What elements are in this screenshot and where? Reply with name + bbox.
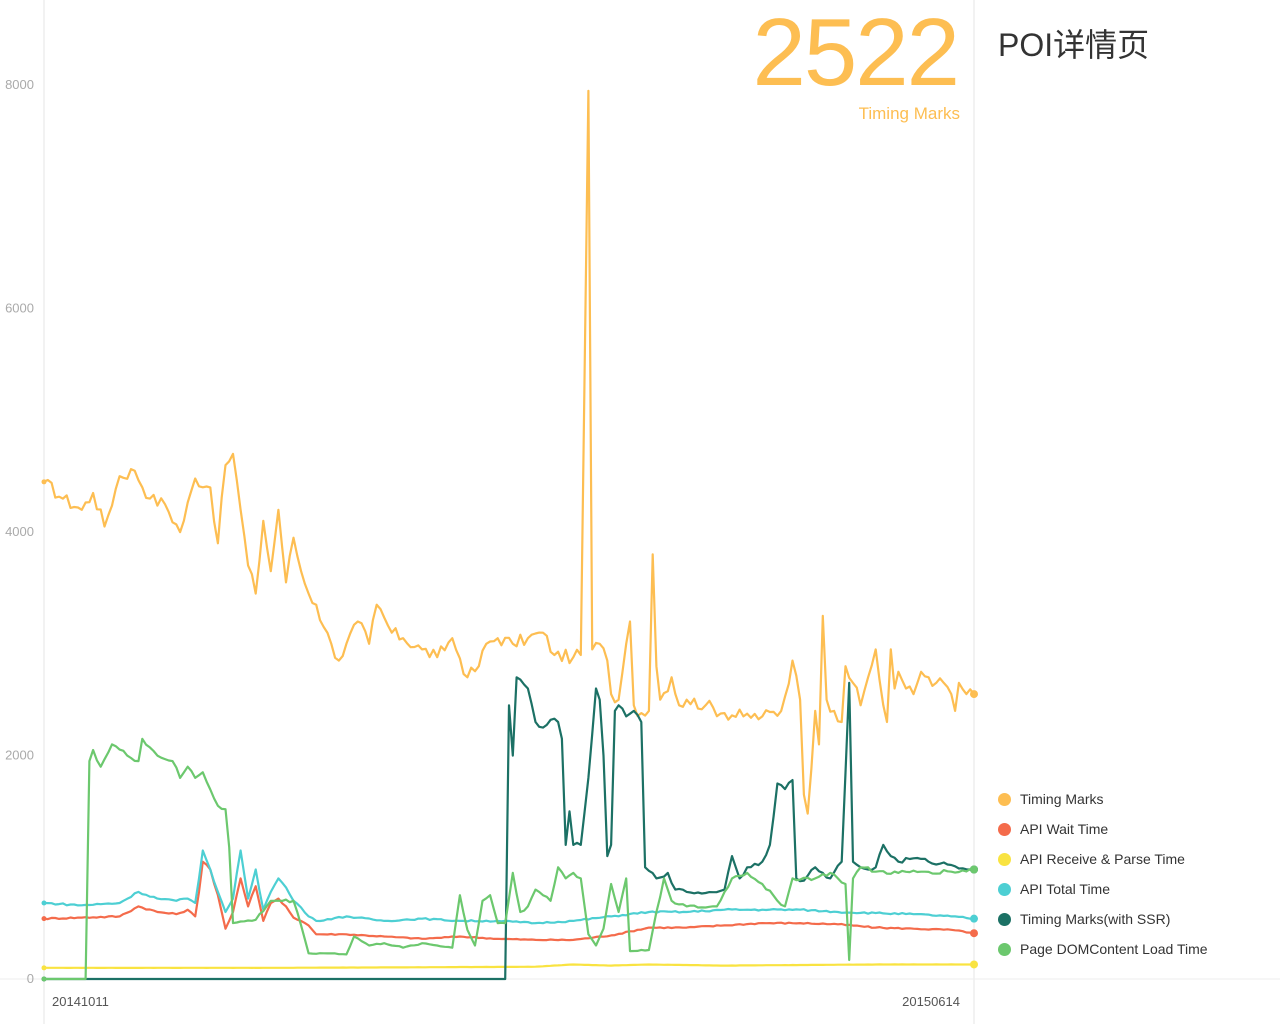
- y-tick-label: 4000: [5, 524, 34, 539]
- series-end-point: [970, 690, 978, 699]
- x-tick-label: 20150614: [902, 994, 960, 1009]
- y-tick-label: 8000: [5, 77, 34, 92]
- legend-item[interactable]: Timing Marks(with SSR): [998, 904, 1208, 934]
- series-end-point: [970, 865, 978, 874]
- page-title: POI详情页: [998, 27, 1150, 63]
- x-tick-label: 20141011: [52, 994, 109, 1009]
- series-lines: [41, 89, 978, 982]
- series-line: [44, 737, 975, 981]
- series-line: [44, 676, 975, 981]
- legend-dot-icon: [998, 822, 1011, 836]
- legend-dot-icon: [998, 852, 1011, 866]
- legend-label: API Wait Time: [1020, 821, 1109, 837]
- series-start-point: [41, 900, 47, 906]
- legend-item[interactable]: Timing Marks: [998, 784, 1208, 814]
- legend-dot-icon: [998, 912, 1011, 926]
- legend-item[interactable]: API Wait Time: [998, 814, 1208, 844]
- x-tick-labels: 20141011 20150614: [52, 994, 960, 1009]
- series-start-point: [41, 916, 47, 922]
- legend-dot-icon: [998, 882, 1011, 896]
- legend-item[interactable]: Page DOMContent Load Time: [998, 934, 1208, 964]
- series-end-point: [970, 914, 978, 923]
- legend-label: API Total Time: [1020, 881, 1111, 897]
- series-line: [44, 963, 974, 969]
- y-tick-labels: 0 2000 4000 6000 8000: [5, 77, 34, 986]
- legend-label: Timing Marks: [1020, 791, 1104, 807]
- legend-label: Timing Marks(with SSR): [1020, 911, 1171, 927]
- y-tick-label: 6000: [5, 301, 34, 316]
- series-start-point: [41, 965, 47, 971]
- current-value: 2522: [752, 0, 960, 106]
- series-line: [43, 860, 975, 942]
- y-tick-label: 0: [27, 971, 34, 986]
- legend-label: Page DOMContent Load Time: [1020, 941, 1208, 957]
- legend-dot-icon: [998, 942, 1011, 956]
- series-start-point: [41, 976, 47, 982]
- current-value-label: Timing Marks: [858, 104, 960, 123]
- legend-item[interactable]: API Receive & Parse Time: [998, 844, 1208, 874]
- series-line: [43, 89, 975, 815]
- series-end-point: [970, 960, 978, 969]
- y-tick-label: 2000: [5, 748, 34, 763]
- legend-dot-icon: [998, 792, 1011, 806]
- legend-item[interactable]: API Total Time: [998, 874, 1208, 904]
- series-line: [43, 849, 974, 925]
- legend: Timing Marks API Wait Time API Receive & P…: [998, 784, 1208, 964]
- series-start-point: [41, 479, 47, 485]
- series-end-point: [970, 929, 978, 938]
- legend-label: API Receive & Parse Time: [1020, 851, 1185, 867]
